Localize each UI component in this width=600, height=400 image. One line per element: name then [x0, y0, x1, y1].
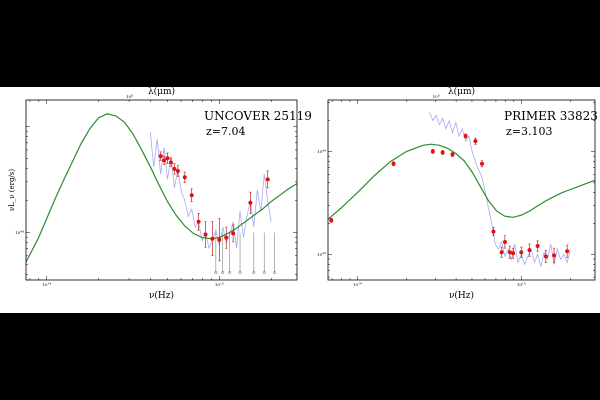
data-point	[473, 139, 478, 144]
data-point	[463, 134, 468, 138]
data-point	[552, 253, 557, 258]
data-point	[329, 218, 334, 223]
data-point	[440, 150, 445, 155]
data-point	[196, 219, 201, 224]
top-axis-label: λ(μm)	[148, 87, 175, 97]
x-tick-label: 1014	[353, 281, 362, 287]
plot-area	[328, 112, 595, 267]
data-point	[535, 244, 540, 249]
data-point	[507, 250, 512, 255]
y-tick-label: 1044	[317, 148, 326, 154]
data-point	[430, 149, 435, 154]
top-tick-label: 100	[126, 93, 133, 99]
data-point	[224, 235, 229, 240]
data-point	[165, 156, 170, 161]
data-point	[450, 152, 455, 157]
data-point	[502, 239, 507, 244]
data-point	[519, 250, 524, 255]
data-point	[172, 166, 177, 171]
model-sed-line	[26, 113, 297, 263]
chart-title: PRIMER 33823	[504, 109, 598, 123]
data-point	[189, 193, 194, 198]
data-point	[527, 248, 532, 253]
model-sed-line	[328, 143, 595, 220]
figure-canvas: 1014 1015 1044 100 ν(Hz) λ(μm) νL_ν (erg/s) UNC…	[8, 87, 598, 301]
data-point	[565, 249, 570, 254]
upper-limit-point	[252, 271, 256, 274]
data-point	[158, 154, 163, 159]
data-point	[203, 232, 208, 237]
y-axis-label: νL_ν (erg/s)	[8, 169, 16, 212]
data-point	[391, 161, 396, 166]
data-point	[491, 229, 496, 234]
upper-limit-point	[262, 271, 266, 274]
data-point	[162, 158, 167, 163]
data-point	[479, 161, 484, 166]
data-point	[175, 168, 180, 173]
data-point	[511, 251, 516, 256]
x-tick-label: 1015	[215, 281, 224, 287]
data-point	[168, 160, 173, 165]
upper-limit-point	[238, 271, 242, 274]
data-point	[248, 200, 253, 205]
top-tick-label: 100	[433, 93, 440, 99]
chart-panel-2: 1014 1015 1044 1043 100 ν(Hz) λ(μm) PRIMER 3382…	[317, 87, 598, 301]
data-point	[210, 236, 215, 241]
upper-limit-point	[221, 271, 225, 274]
x-axis-label: ν(Hz)	[449, 290, 474, 301]
chart-subtitle: z=7.04	[206, 125, 246, 138]
top-axis-label: λ(μm)	[448, 87, 475, 97]
y-tick-label: 1043	[317, 251, 326, 257]
x-axis-label: ν(Hz)	[149, 290, 174, 301]
upper-limit-point	[214, 271, 218, 274]
plot-frame	[25, 99, 298, 281]
upper-limit-point	[273, 271, 276, 274]
spectrum-line	[429, 112, 571, 267]
data-point	[182, 175, 187, 180]
x-tick-label: 1015	[517, 281, 526, 287]
data-point	[265, 177, 270, 182]
chart-panel-1: 1014 1015 1044 100 ν(Hz) λ(μm) νL_ν (erg/s) UNC…	[8, 87, 312, 301]
figure: 1014 1015 1044 100 ν(Hz) λ(μm) νL_ν (erg/s) UNC…	[0, 87, 600, 313]
data-point	[543, 254, 548, 259]
spectrum-line	[149, 131, 272, 250]
data-point	[231, 231, 236, 236]
plot-frame	[327, 99, 596, 281]
x-tick-label: 1014	[42, 281, 51, 287]
data-point	[217, 237, 222, 242]
data-point	[499, 250, 504, 255]
upper-limit-point	[228, 271, 232, 274]
chart-title: UNCOVER 25119	[204, 109, 312, 123]
chart-subtitle: z=3.103	[506, 125, 553, 138]
plot-area	[26, 113, 297, 274]
y-tick-label: 1044	[15, 229, 24, 235]
